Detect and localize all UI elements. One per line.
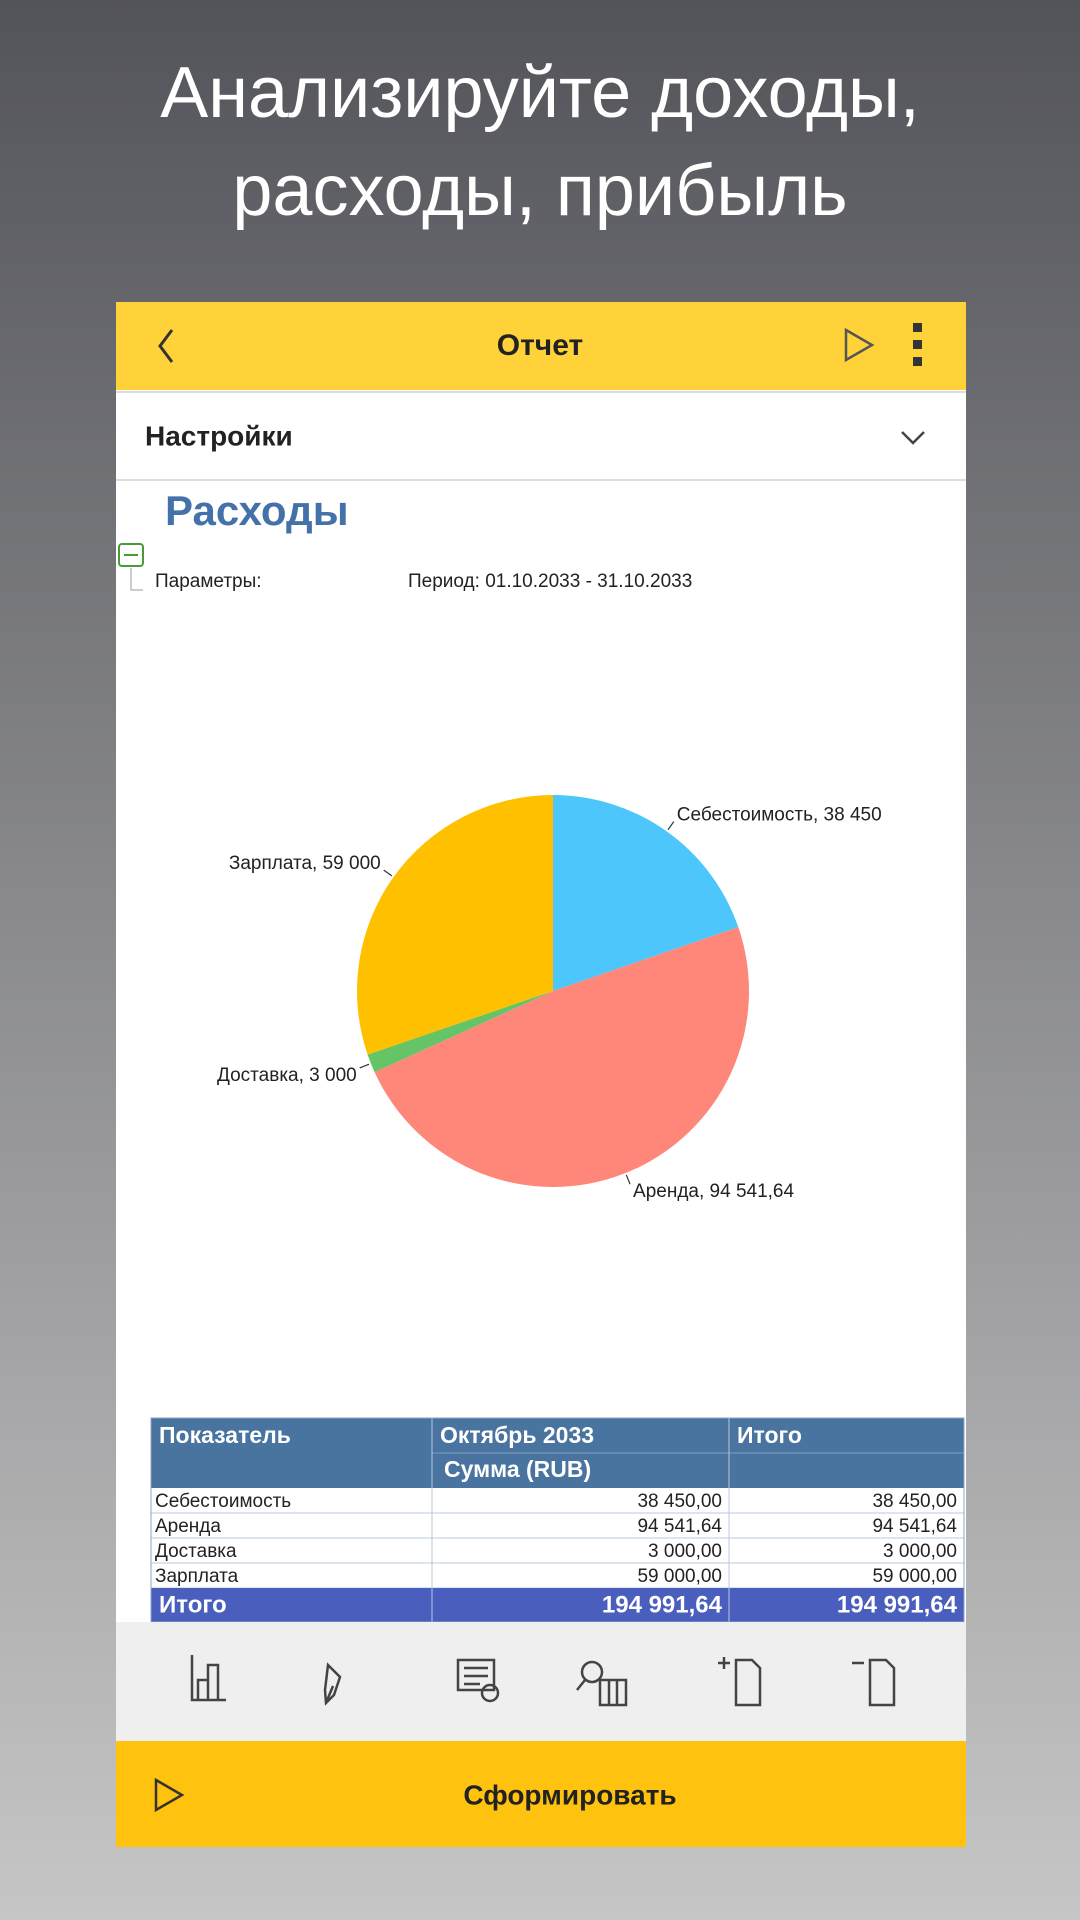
edit-tool[interactable] xyxy=(323,1662,342,1706)
run-button[interactable] xyxy=(844,327,875,363)
expand-all-tool[interactable] xyxy=(718,1657,762,1707)
toolbar xyxy=(116,1622,966,1741)
pie-slice xyxy=(357,795,553,1055)
pie-slice xyxy=(553,795,739,991)
table-value: 38 450,00 xyxy=(872,1491,957,1512)
expand-icon[interactable] xyxy=(901,431,925,445)
tree-line xyxy=(130,568,143,591)
run-icon[interactable] xyxy=(154,1777,185,1813)
leader-line xyxy=(359,1063,370,1069)
total-row-bg xyxy=(151,1588,964,1622)
slice-label: Себестоимость, 38 450 xyxy=(677,805,882,826)
row-label: Доставка xyxy=(155,1541,237,1562)
search-tool[interactable] xyxy=(580,1660,604,1684)
settings-label[interactable]: Настройки xyxy=(145,420,293,451)
report-table: Показатель Октябрь 2033 Итого Сумма (RUB) Се… xyxy=(150,1417,965,1623)
table-value: 59 000,00 xyxy=(872,1566,957,1587)
save-settings-gear xyxy=(480,1683,500,1703)
row-label: Аренда xyxy=(155,1516,221,1537)
table-value: 3 000,00 xyxy=(883,1541,957,1562)
pie-chart: Себестоимость, 38 450 Аренда, 94 541,64 До… xyxy=(217,795,882,1202)
save-settings-tool[interactable] xyxy=(456,1658,496,1692)
table-value: 38 450,00 xyxy=(637,1491,722,1512)
collapse-button[interactable] xyxy=(118,543,144,567)
table-value: 94 541,64 xyxy=(872,1516,957,1537)
params-label: Параметры: xyxy=(155,571,262,592)
report-title: Расходы xyxy=(165,487,349,534)
total-value: 194 991,64 xyxy=(837,1591,958,1618)
pie-slice xyxy=(374,927,750,1188)
row-label: Зарплата xyxy=(155,1566,239,1587)
table-value: 3 000,00 xyxy=(648,1541,722,1562)
slice-label: Зарплата, 59 000 xyxy=(229,853,381,874)
pie-slice xyxy=(367,991,553,1073)
chart-tool[interactable] xyxy=(190,1655,226,1702)
column-header: Октябрь 2033 xyxy=(440,1422,594,1448)
total-label: Итого xyxy=(159,1591,227,1618)
app-bar xyxy=(116,302,966,390)
generate-button[interactable]: Сформировать xyxy=(463,1779,676,1810)
table-value: 94 541,64 xyxy=(637,1516,722,1537)
app-title: Отчет xyxy=(497,329,583,362)
footer-bar xyxy=(116,1741,966,1847)
table-value: 59 000,00 xyxy=(637,1566,722,1587)
leader-line xyxy=(625,1174,631,1185)
menu-button[interactable] xyxy=(913,323,922,366)
headline: Анализируйте доходы, xyxy=(160,53,920,133)
collapse-all-tool[interactable] xyxy=(852,1658,896,1707)
column-header: Итого xyxy=(737,1422,802,1448)
search-table xyxy=(576,1678,628,1707)
leader-line xyxy=(667,821,675,831)
total-value: 194 991,64 xyxy=(602,1591,723,1618)
period: Период: 01.10.2033 - 31.10.2033 xyxy=(408,571,692,592)
column-header: Показатель xyxy=(159,1422,291,1448)
leader-line xyxy=(383,869,393,877)
headline: расходы, прибыль xyxy=(232,151,847,231)
column-subheader: Сумма (RUB) xyxy=(444,1456,591,1482)
back-button[interactable] xyxy=(158,329,174,363)
row-label: Себестоимость xyxy=(155,1491,291,1512)
slice-label: Доставка, 3 000 xyxy=(217,1065,357,1086)
slice-label: Аренда, 94 541,64 xyxy=(633,1181,794,1202)
